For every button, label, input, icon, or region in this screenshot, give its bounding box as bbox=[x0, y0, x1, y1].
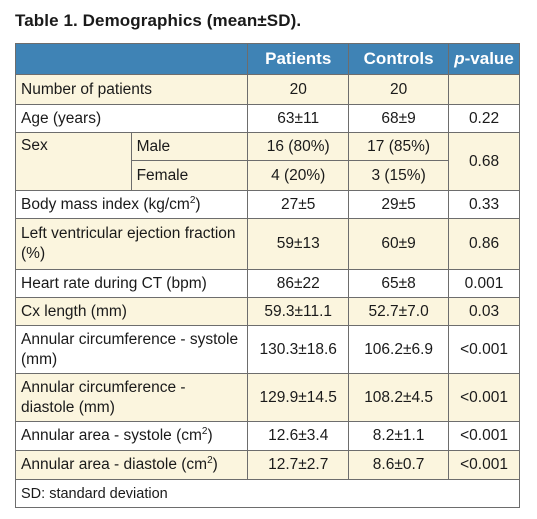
row-label-sex: Sex bbox=[15, 132, 132, 191]
table-row: Left ventricular ejection fraction (%) 5… bbox=[14, 218, 520, 270]
cell-patients: 12.7±2.7 bbox=[247, 450, 350, 480]
cell-patients: 129.9±14.5 bbox=[247, 373, 350, 422]
cell-patients: 16 (80%) bbox=[247, 132, 350, 161]
cell-patients: 59.3±11.1 bbox=[247, 297, 350, 326]
header-pvalue: p-value bbox=[448, 43, 520, 75]
footnote-row: SD: standard deviation bbox=[15, 479, 520, 508]
cell-pvalue: <0.001 bbox=[448, 450, 520, 480]
row-sublabel-male: Male bbox=[130, 132, 249, 161]
cell-patients: 59±13 bbox=[247, 218, 350, 270]
cell-pvalue: 0.001 bbox=[448, 269, 520, 298]
table-title: Table 1. Demographics (mean±SD). bbox=[15, 11, 302, 30]
cell-controls: 20 bbox=[348, 74, 450, 105]
header-row: Patients Controls p-value bbox=[14, 43, 520, 75]
superscript: 2 bbox=[207, 454, 213, 466]
cell-controls: 8.6±0.7 bbox=[348, 450, 450, 480]
footnote: SD: standard deviation bbox=[15, 479, 520, 508]
cell-controls: 108.2±4.5 bbox=[348, 373, 450, 422]
cell-controls: 52.7±7.0 bbox=[348, 297, 450, 326]
row-label: Cx length (mm) bbox=[14, 297, 249, 326]
cell-pvalue: 0.68 bbox=[448, 132, 520, 191]
table-row: Number of patients 20 20 bbox=[14, 74, 520, 105]
cell-patients: 20 bbox=[247, 74, 350, 105]
row-label-end: ) bbox=[207, 427, 213, 444]
cell-patients: 63±11 bbox=[247, 104, 350, 133]
row-label: Left ventricular ejection fraction (%) bbox=[14, 218, 249, 270]
row-label-text: Annular area - diastole (cm bbox=[21, 456, 208, 473]
cell-pvalue: 0.03 bbox=[448, 297, 520, 326]
table-row: Heart rate during CT (bpm) 86±22 65±8 0.… bbox=[14, 269, 520, 298]
row-label: Annular circumference - systole (mm) bbox=[14, 325, 249, 374]
table-row: Body mass index (kg/cm2) 27±5 29±5 0.33 bbox=[14, 190, 520, 219]
row-label: Heart rate during CT (bpm) bbox=[14, 269, 249, 298]
row-label-text: Annular area - systole (cm bbox=[21, 427, 202, 444]
header-patients: Patients bbox=[247, 43, 350, 75]
cell-patients: 27±5 bbox=[247, 190, 350, 219]
row-label: Age (years) bbox=[14, 104, 249, 133]
header-blank bbox=[14, 43, 249, 75]
table-row: Female 4 (20%) 3 (15%) bbox=[16, 160, 520, 191]
cell-pvalue: 0.22 bbox=[448, 104, 520, 133]
table-row: Annular area - diastole (cm2) 12.7±2.7 8… bbox=[14, 450, 520, 480]
table-row: Age (years) 63±11 68±9 0.22 bbox=[14, 104, 520, 133]
cell-patients: 4 (20%) bbox=[247, 160, 350, 191]
row-sublabel-female: Female bbox=[130, 160, 249, 191]
cell-controls: 29±5 bbox=[348, 190, 450, 219]
header-pvalue-p: p bbox=[454, 49, 465, 68]
row-label-end: ) bbox=[195, 195, 201, 213]
cell-controls: 68±9 bbox=[348, 104, 450, 133]
row-label-end: ) bbox=[212, 456, 218, 473]
row-label: Annular area - diastole (cm2) bbox=[14, 450, 249, 480]
table-row: Sex Male 16 (80%) 17 (85%) 0.68 bbox=[15, 132, 520, 191]
cell-controls: 60±9 bbox=[348, 218, 450, 270]
header-controls: Controls bbox=[348, 43, 450, 75]
cell-pvalue: 0.86 bbox=[448, 218, 520, 270]
cell-controls: 65±8 bbox=[348, 269, 450, 298]
row-label: Body mass index (kg/cm2) bbox=[14, 190, 249, 219]
cell-controls: 8.2±1.1 bbox=[348, 421, 450, 451]
cell-pvalue bbox=[448, 74, 520, 105]
superscript: 2 bbox=[201, 425, 208, 437]
cell-controls: 17 (85%) bbox=[348, 132, 450, 161]
table-row: Annular circumference - diastole (mm) 12… bbox=[14, 373, 520, 422]
cell-patients: 86±22 bbox=[247, 269, 350, 298]
cell-patients: 12.6±3.4 bbox=[247, 421, 350, 451]
row-label-text: Body mass index (kg/cm bbox=[21, 195, 190, 213]
demographics-table: Patients Controls p-value Number of pati… bbox=[14, 43, 520, 508]
table-row: Annular circumference - systole (mm) 130… bbox=[14, 325, 520, 374]
cell-pvalue: <0.001 bbox=[448, 373, 520, 422]
row-label: Number of patients bbox=[14, 74, 249, 105]
cell-pvalue: 0.33 bbox=[448, 190, 520, 219]
row-label: Annular circumference - diastole (mm) bbox=[14, 373, 249, 422]
superscript: 2 bbox=[189, 194, 196, 206]
table-row: Annular area - systole (cm2) 12.6±3.4 8.… bbox=[14, 421, 520, 451]
row-label: Annular area - systole (cm2) bbox=[14, 421, 249, 451]
cell-patients: 130.3±18.6 bbox=[247, 325, 350, 374]
cell-pvalue: <0.001 bbox=[448, 325, 520, 374]
cell-pvalue: <0.001 bbox=[448, 421, 520, 451]
table-row: Cx length (mm) 59.3±11.1 52.7±7.0 0.03 bbox=[14, 297, 520, 326]
cell-controls: 3 (15%) bbox=[348, 160, 450, 191]
cell-controls: 106.2±6.9 bbox=[348, 325, 450, 374]
header-pvalue-rest: -value bbox=[464, 49, 514, 68]
